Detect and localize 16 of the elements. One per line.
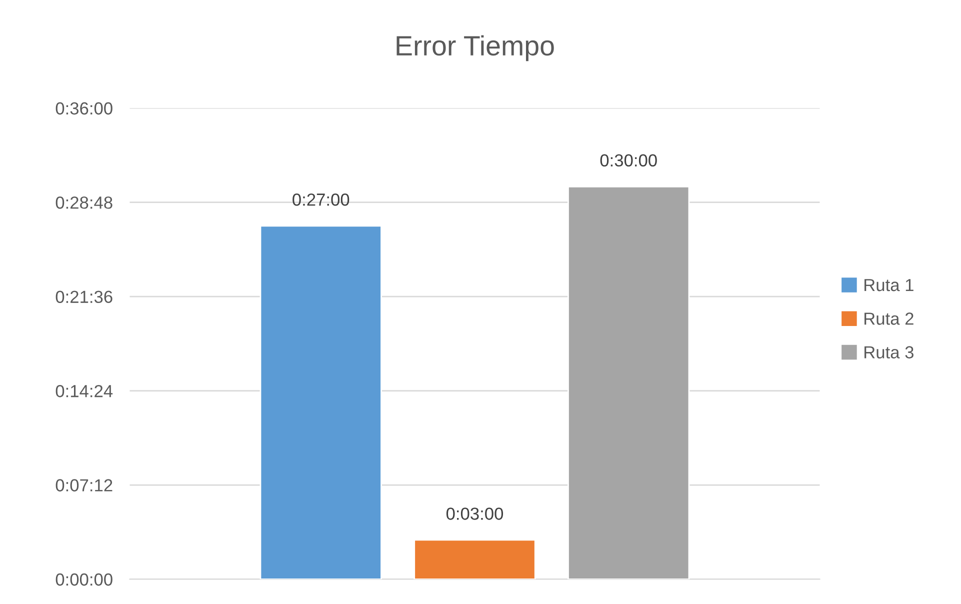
bar [260, 225, 382, 580]
bar [568, 186, 690, 580]
y-tick-label: 0:21:36 [56, 290, 112, 304]
y-tick-label: 0:28:48 [56, 196, 112, 209]
y-tick-label: 0:07:12 [56, 479, 112, 492]
y-tick-label: 0:00:00 [56, 573, 112, 586]
y-tick-label: 0:36:00 [56, 102, 112, 115]
y-tick-label: 0:14:24 [56, 384, 113, 398]
data-label: 0:30:00 [600, 154, 657, 167]
legend-label: Ruta 3 [864, 346, 914, 358]
legend-label: Ruta 1 [864, 279, 914, 292]
data-label: 0:03:00 [446, 508, 504, 520]
legend-label: Ruta 2 [864, 312, 914, 325]
chart-title: Error Tiempo [396, 35, 554, 62]
data-label: 0:27:00 [292, 194, 350, 206]
bar [414, 539, 536, 580]
